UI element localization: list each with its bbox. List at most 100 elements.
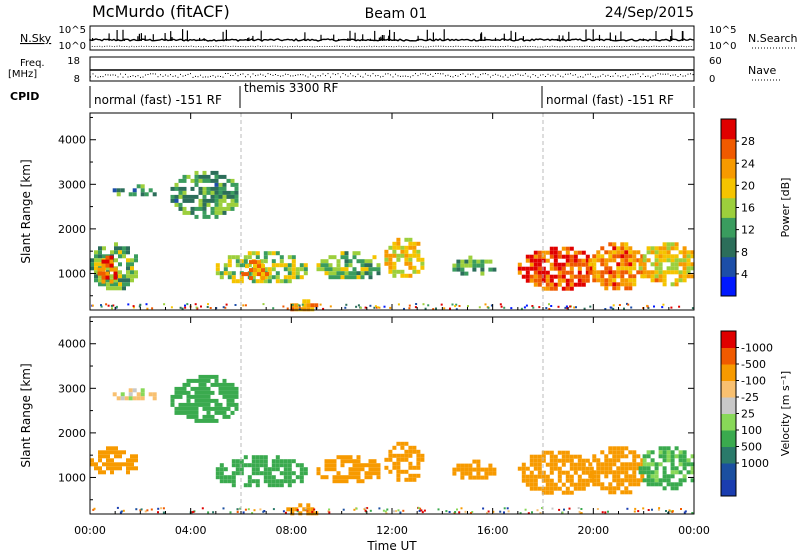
echo-cell bbox=[194, 398, 199, 403]
echo-cell bbox=[206, 418, 211, 423]
echo-cell bbox=[529, 258, 534, 263]
echo-cell bbox=[303, 467, 308, 472]
nave-point bbox=[117, 76, 119, 78]
echo-cell bbox=[581, 282, 586, 287]
echo-cell bbox=[541, 286, 546, 291]
echo-cell bbox=[198, 374, 203, 379]
echo-cell bbox=[230, 402, 235, 407]
echo-cell bbox=[658, 462, 663, 467]
echo-cell bbox=[674, 482, 679, 487]
echo-region-4 bbox=[286, 503, 319, 516]
echo-cell bbox=[549, 282, 554, 287]
echo-cell bbox=[412, 241, 417, 246]
echo-cell bbox=[306, 299, 311, 304]
echo-cell bbox=[678, 250, 683, 255]
echo-cell bbox=[670, 266, 675, 271]
nave-point bbox=[127, 76, 129, 78]
echo-cell bbox=[174, 386, 179, 391]
echo-cell bbox=[294, 507, 299, 512]
echo-cell bbox=[364, 463, 369, 468]
nave-point bbox=[517, 73, 519, 75]
echo-cell bbox=[332, 467, 337, 472]
echo-cell bbox=[654, 274, 659, 279]
echo-cell bbox=[263, 475, 268, 480]
echo-cell bbox=[480, 467, 485, 472]
echo-cell bbox=[388, 453, 393, 458]
echo-cell bbox=[690, 466, 695, 471]
colorbar-swatch bbox=[721, 364, 736, 381]
echo-cell bbox=[682, 462, 687, 467]
echo-cell bbox=[275, 279, 280, 284]
echo-cell bbox=[557, 478, 562, 483]
echo-cell bbox=[585, 478, 590, 483]
echo-cell bbox=[299, 479, 304, 484]
echo-speckle bbox=[163, 303, 166, 306]
echo-cell bbox=[116, 188, 121, 193]
echo-cell bbox=[222, 186, 227, 191]
echo-cell bbox=[267, 475, 272, 480]
echo-speckle bbox=[369, 304, 372, 307]
echo-cell bbox=[122, 246, 126, 251]
echo-cell bbox=[549, 470, 554, 475]
echo-cell bbox=[632, 250, 637, 255]
echo-cell bbox=[384, 253, 389, 258]
echo-cell bbox=[275, 275, 280, 280]
echo-cell bbox=[396, 269, 401, 274]
echo-cell bbox=[404, 261, 409, 266]
echo-cell bbox=[120, 188, 125, 193]
echo-cell bbox=[226, 386, 231, 391]
echo-cell bbox=[686, 254, 691, 259]
echo-cell bbox=[174, 406, 179, 411]
echo-cell bbox=[332, 271, 337, 276]
echo-cell bbox=[565, 490, 570, 495]
echo-cell bbox=[102, 470, 106, 475]
nave-point bbox=[357, 73, 359, 75]
nave-point bbox=[417, 75, 419, 77]
echo-cell bbox=[573, 454, 578, 459]
echo-cell bbox=[553, 274, 558, 279]
echo-cell bbox=[340, 255, 345, 260]
nave-point bbox=[690, 73, 691, 75]
echo-cell bbox=[624, 490, 629, 495]
echo-cell bbox=[577, 474, 582, 479]
echo-cell bbox=[194, 178, 199, 183]
echo-cell bbox=[332, 459, 337, 464]
echo-cell bbox=[182, 174, 187, 179]
echo-cell bbox=[569, 266, 574, 271]
echo-cell bbox=[194, 406, 199, 411]
echo-cell bbox=[592, 478, 597, 483]
echo-cell bbox=[460, 263, 465, 268]
echo-cell bbox=[596, 458, 601, 463]
echo-cell bbox=[255, 455, 260, 460]
echo-cell bbox=[642, 262, 647, 267]
echo-cell bbox=[678, 478, 683, 483]
echo-cell bbox=[182, 206, 187, 211]
echo-cell bbox=[573, 282, 578, 287]
echo-cell bbox=[283, 267, 288, 272]
echo-cell bbox=[356, 475, 361, 480]
echo-cell bbox=[206, 410, 211, 415]
echo-cell bbox=[549, 454, 554, 459]
echo-cell bbox=[674, 454, 679, 459]
echo-cell bbox=[408, 253, 413, 258]
echo-cell bbox=[263, 467, 268, 472]
echo-cell bbox=[533, 462, 538, 467]
echo-cell bbox=[182, 198, 187, 203]
echo-cell bbox=[218, 206, 223, 211]
echo-speckle bbox=[127, 303, 130, 306]
echo-cell bbox=[222, 210, 227, 215]
echo-speckle bbox=[460, 507, 463, 510]
echo-cell bbox=[420, 457, 425, 462]
echo-speckle bbox=[607, 510, 609, 513]
nave-point bbox=[355, 76, 356, 78]
echo-cell bbox=[690, 250, 695, 255]
echo-cell bbox=[533, 474, 538, 479]
nave-point bbox=[142, 76, 144, 78]
nave-point bbox=[242, 73, 244, 75]
echo-speckle bbox=[364, 507, 367, 510]
echo-cell bbox=[557, 450, 562, 455]
echo-cell bbox=[291, 471, 296, 476]
echo-cell bbox=[642, 454, 647, 459]
echo-cell bbox=[565, 282, 570, 287]
